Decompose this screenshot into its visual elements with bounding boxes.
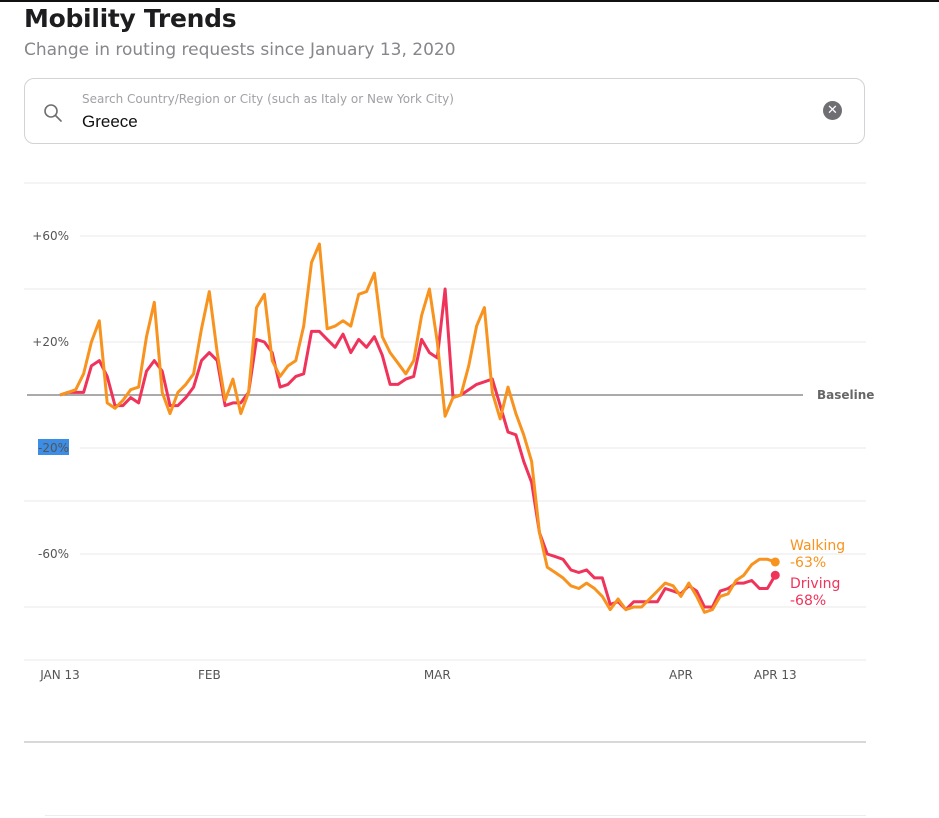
- x-tick-label: APR 13: [754, 668, 797, 682]
- legend-label-driving: Driving: [790, 576, 840, 592]
- series-end-point-driving: [770, 570, 780, 580]
- baseline-label: Baseline: [817, 388, 874, 402]
- legend-label-walking: Walking: [790, 538, 845, 554]
- y-tick-label: +20%: [32, 335, 69, 349]
- series-line-walking: [59, 242, 776, 614]
- y-tick-label: -60%: [38, 547, 69, 561]
- selection-highlight: [38, 439, 69, 455]
- clear-icon[interactable]: ✕: [823, 101, 842, 120]
- search-field[interactable]: Search Country/Region or City (such as I…: [24, 78, 865, 144]
- series-line-driving: [59, 287, 777, 612]
- page-subtitle: Change in routing requests since January…: [24, 40, 456, 60]
- y-tick-label: -20%: [38, 441, 69, 455]
- end-value-driving: -68%: [790, 593, 826, 609]
- search-input[interactable]: Greece: [82, 112, 138, 131]
- y-tick-label: +60%: [32, 229, 69, 243]
- x-tick-label: MAR: [424, 668, 451, 682]
- x-tick-label: JAN 13: [39, 668, 80, 682]
- section-divider: [24, 741, 866, 743]
- end-value-walking: -63%: [790, 555, 826, 571]
- x-tick-label: FEB: [198, 668, 221, 682]
- top-border: [0, 0, 939, 2]
- x-tick-label: APR: [669, 668, 693, 682]
- page-title: Mobility Trends: [24, 4, 237, 33]
- series-end-point-walking: [770, 557, 780, 567]
- search-icon: [44, 104, 62, 122]
- search-placeholder: Search Country/Region or City (such as I…: [82, 92, 454, 106]
- bottom-divider: [45, 815, 866, 816]
